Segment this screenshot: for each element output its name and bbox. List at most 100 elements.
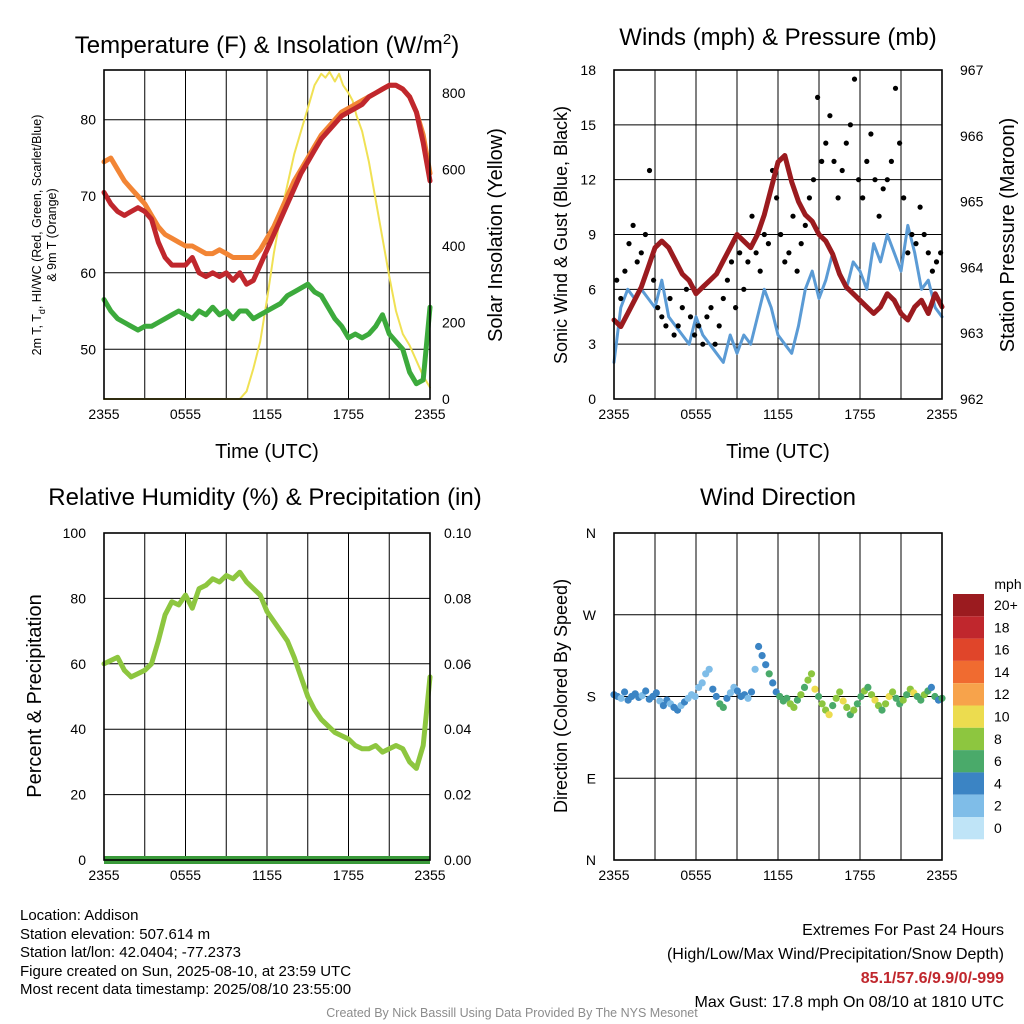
- y-tick-label-left: 60: [80, 265, 96, 281]
- panel-2-ylabel-right: Station Pressure (Maroon): [997, 118, 1019, 353]
- gust-point: [634, 259, 640, 265]
- gust-point: [757, 268, 763, 274]
- gust-point: [868, 131, 874, 137]
- panel-2-ylabel: Sonic Wind & Gust (Blue, Black): [551, 106, 571, 364]
- x-tick-label: 0555: [680, 867, 711, 883]
- panel-3-ylabel: Percent & Precipitation: [24, 594, 46, 797]
- y-tick-label-left: 60: [70, 656, 86, 672]
- direction-point: [797, 691, 805, 699]
- y-tick-label-right: 400: [442, 238, 466, 254]
- x-tick-label: 0555: [680, 406, 711, 422]
- extremes-legend: (High/Low/Max Wind/Precipitation/Snow De…: [666, 946, 1004, 963]
- gust-point: [786, 250, 792, 256]
- direction-point: [899, 696, 907, 704]
- panel-3-border: [103, 532, 431, 861]
- y-tick-label-left: 100: [63, 525, 87, 541]
- direction-point: [903, 691, 911, 699]
- x-tick-label: 0555: [170, 867, 201, 883]
- gust-point: [679, 305, 685, 311]
- gust-point: [642, 231, 649, 238]
- direction-point: [878, 706, 886, 714]
- y-tick-label-right: 966: [960, 128, 984, 144]
- panel-4-title: Wind Direction: [700, 484, 856, 511]
- y-tick-label-left: 80: [70, 590, 86, 606]
- panel-3-frame: 2355 0555 1155 1755 2355: [88, 533, 446, 883]
- y-tick-label-left: S: [587, 689, 596, 705]
- legend-label: 2: [994, 798, 1002, 814]
- gust-point: [712, 341, 718, 347]
- gust-point: [741, 286, 747, 292]
- y-tick-label-right: 964: [960, 259, 984, 275]
- gust-point: [860, 195, 866, 201]
- direction-point: [882, 700, 890, 708]
- direction-point: [917, 696, 925, 704]
- legend-swatch: [953, 794, 984, 817]
- y-tick-label-left: N: [586, 525, 596, 541]
- gust-point: [929, 268, 936, 274]
- gust-point: [823, 140, 829, 146]
- direction-point: [617, 694, 625, 702]
- direction-point: [843, 703, 851, 712]
- direction-point: [751, 665, 759, 673]
- y-tick-label-left: 80: [80, 112, 96, 128]
- y-tick-label-right: 963: [960, 325, 984, 341]
- gust-point: [618, 295, 624, 302]
- x-tick-label: 1155: [252, 867, 282, 883]
- y-tick-label-left: 50: [80, 341, 96, 357]
- gust-point: [921, 231, 927, 238]
- gust-point: [720, 295, 726, 302]
- gust-point: [901, 195, 907, 201]
- y-tick-label-right: 800: [442, 85, 466, 101]
- legend-label: 14: [994, 664, 1010, 680]
- gust-point: [815, 94, 821, 100]
- gust-point: [753, 250, 759, 256]
- direction-point: [871, 696, 879, 704]
- gust-point: [651, 277, 657, 283]
- y-tick-label-left: 9: [588, 227, 596, 243]
- direction-point: [642, 687, 650, 695]
- legend-swatch: [953, 594, 984, 617]
- gust-point: [745, 259, 751, 265]
- panel-1-frame: 2355 0555 1155 1755 2355: [88, 70, 446, 422]
- direction-point: [864, 683, 872, 692]
- gust-point: [671, 332, 677, 338]
- panel-2-xlabel: Time (UTC): [726, 441, 830, 463]
- gust-point: [843, 140, 849, 146]
- legend-label: 8: [994, 731, 1002, 747]
- extremes-values: 85.1/57.6/9.9/0/-999: [860, 970, 1004, 987]
- direction-point: [758, 652, 766, 660]
- gust-point: [884, 177, 890, 183]
- legend-swatch: [953, 683, 984, 706]
- legend-swatch: [953, 750, 984, 773]
- y-tick-label-left: N: [586, 852, 596, 868]
- y-tick-label-left: W: [583, 607, 597, 623]
- x-tick-label: 1755: [333, 867, 364, 883]
- direction-point: [836, 688, 844, 696]
- x-tick-label: 2355: [598, 867, 629, 883]
- pressure-line: [611, 153, 945, 330]
- gust-point: [659, 314, 665, 320]
- y-tick-label-left: 15: [580, 117, 596, 133]
- panel-1-ylabel-line2: & 9m T (Orange): [45, 188, 59, 281]
- x-tick-label: 2355: [414, 867, 445, 883]
- direction-point: [723, 694, 731, 702]
- y-tick-label-left: 40: [70, 721, 86, 737]
- x-tick-label: 2355: [926, 406, 957, 422]
- gust-point: [626, 241, 632, 247]
- y-tick-label-left: 70: [80, 188, 96, 204]
- direction-point: [705, 665, 713, 673]
- gust-point: [913, 241, 919, 247]
- legend-swatch: [953, 660, 984, 684]
- gust-point: [835, 195, 841, 201]
- station-latlon: Station lat/lon: 42.0404; -77.2373: [20, 944, 242, 961]
- direction-point: [762, 661, 770, 669]
- direction-point: [744, 694, 752, 702]
- y-tick-label-right: 0.08: [444, 590, 471, 606]
- gust-point: [655, 305, 661, 311]
- panel-4-border: [613, 532, 943, 861]
- dewpoint-line: [101, 281, 433, 387]
- legend-label: 6: [994, 753, 1002, 769]
- gust-point: [856, 177, 862, 183]
- gust-point: [851, 76, 858, 82]
